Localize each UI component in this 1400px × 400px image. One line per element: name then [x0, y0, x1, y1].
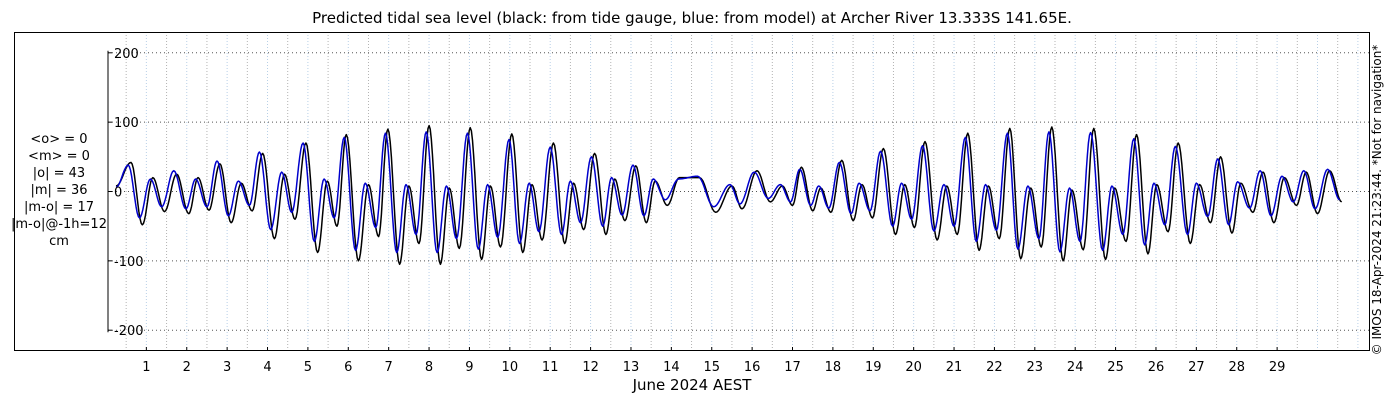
credit-label: © IMOS 18-Apr-2024 21:23:44. *Not for na…: [1370, 44, 1384, 356]
x-tick-label: 5: [304, 360, 312, 375]
stat-abs-observed: |o| = 43: [32, 166, 86, 181]
x-tick-label: 21: [946, 360, 963, 375]
stat-unit: cm: [49, 234, 69, 249]
x-tick-label: 19: [865, 360, 882, 375]
x-tick-label: 27: [1188, 360, 1205, 375]
x-tick-label: 20: [905, 360, 922, 375]
stat-abs-difference-lagged: |m-o|@-1h=12: [11, 217, 107, 232]
grid: [108, 32, 1370, 351]
model-line: [115, 131, 1341, 254]
chart-title: Predicted tidal sea level (black: from t…: [312, 9, 1072, 27]
x-tick-label: 18: [825, 360, 842, 375]
y-tick-label: 200: [114, 47, 139, 62]
y-tick-label: 0: [114, 186, 122, 201]
plot-frame: [14, 32, 1370, 351]
x-tick-label: 10: [502, 360, 519, 375]
series-layer: [115, 124, 1343, 266]
x-tick-label: 4: [263, 360, 271, 375]
x-tick-label: 26: [1148, 360, 1165, 375]
x-tick-label: 3: [223, 360, 231, 375]
x-tick-label: 25: [1107, 360, 1124, 375]
x-axis-label: June 2024 AEST: [632, 376, 752, 394]
x-tick-label: 16: [744, 360, 761, 375]
x-tick-label: 7: [385, 360, 393, 375]
x-tick-label: 28: [1228, 360, 1245, 375]
y-tick-label: -100: [114, 255, 144, 270]
x-tick-label: 8: [425, 360, 433, 375]
x-tick-label: 14: [663, 360, 680, 375]
x-tick-label: 9: [465, 360, 473, 375]
x-tick-label: 2: [183, 360, 191, 375]
x-tick-label: 13: [623, 360, 640, 375]
stat-abs-difference: |m-o| = 17: [23, 200, 94, 215]
stat-mean-model: <m> = 0: [28, 149, 90, 164]
x-tick-label: 15: [703, 360, 720, 375]
x-tick-label: 12: [582, 360, 599, 375]
x-tick-label: 17: [784, 360, 801, 375]
x-tick-label: 11: [542, 360, 559, 375]
y-tick-label: -200: [114, 324, 144, 339]
tide-gauge-line: [115, 124, 1343, 266]
stat-abs-model: |m| = 36: [30, 183, 88, 198]
y-tick-label: 100: [114, 116, 139, 131]
x-tick-label: 23: [1027, 360, 1044, 375]
x-tick-label: 22: [986, 360, 1003, 375]
x-tick-label: 1: [142, 360, 150, 375]
x-tick-label: 6: [344, 360, 352, 375]
stat-mean-observed: <o> = 0: [30, 132, 88, 147]
x-tick-label: 24: [1067, 360, 1084, 375]
statistics-panel: <o> = 0 <m> = 0 |o| = 43 |m| = 36 |m-o| …: [0, 131, 118, 250]
x-tick-label: 29: [1269, 360, 1286, 375]
